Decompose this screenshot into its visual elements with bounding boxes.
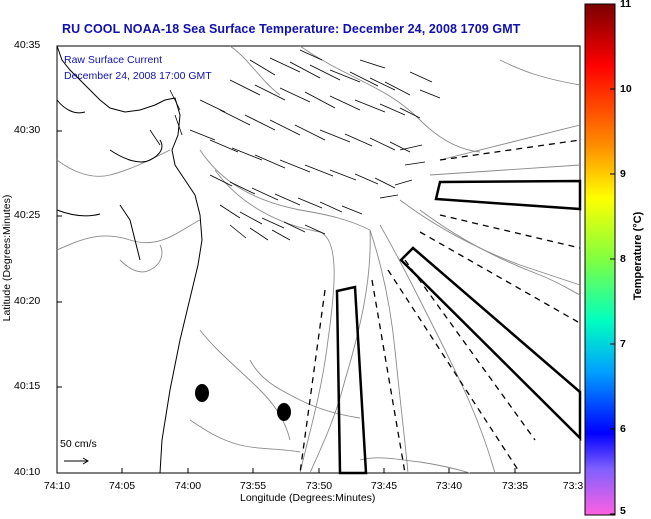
ytick-label: 40:10 xyxy=(14,466,41,478)
colorbar-tick: 6 xyxy=(620,423,626,435)
marker-dot-2 xyxy=(277,403,291,421)
colorbar-label: Temperature (°C) xyxy=(632,211,644,301)
colorbar-tick: 9 xyxy=(620,168,626,180)
xtick-label: 74:05 xyxy=(108,480,136,492)
current-vectors xyxy=(149,49,441,241)
plot-frame xyxy=(56,45,581,474)
colorbar-tick: 7 xyxy=(620,338,626,350)
x-axis-label: Longitude (Degrees:Minutes) xyxy=(240,492,376,504)
xtick-label: 73:35 xyxy=(501,480,529,492)
survey-areas xyxy=(335,179,582,475)
xtick-label: 73:50 xyxy=(305,480,333,492)
colorbar-tick: 11 xyxy=(620,0,632,10)
marker-dot-1 xyxy=(195,384,209,402)
dashed-tracks xyxy=(299,139,581,474)
legend-line-2: December 24, 2008 17:00 GMT xyxy=(64,70,212,82)
xtick-label: 73:3 xyxy=(562,480,584,492)
map-title: RU COOL NOAA-18 Sea Surface Temperature:… xyxy=(62,22,521,36)
axis-ticks xyxy=(56,45,516,474)
xtick-label: 73:40 xyxy=(435,480,463,492)
xtick-label: 73:45 xyxy=(370,480,398,492)
legend-line-1: Raw Surface Current xyxy=(64,54,163,66)
colorbar-tick: 5 xyxy=(620,505,626,517)
ytick-label: 40:15 xyxy=(14,380,41,392)
scale-arrow-label: 50 cm/s xyxy=(60,438,97,450)
bathymetry-contours xyxy=(56,45,581,474)
xtick-label: 74:10 xyxy=(43,480,71,492)
ytick-label: 40:35 xyxy=(14,39,41,51)
ytick-label: 40:25 xyxy=(14,209,41,221)
colorbar-tick: 10 xyxy=(620,83,632,95)
y-axis-label: Latitude (Degrees:Minutes) xyxy=(1,194,13,322)
ytick-label: 40:20 xyxy=(14,295,41,307)
xtick-label: 74:00 xyxy=(174,480,202,492)
coastline xyxy=(56,45,203,474)
scale-arrow xyxy=(64,457,89,465)
xtick-label: 73:55 xyxy=(239,480,267,492)
ytick-label: 40:30 xyxy=(14,124,41,136)
colorbar-ticks xyxy=(610,3,615,515)
colorbar-tick: 8 xyxy=(620,253,626,265)
